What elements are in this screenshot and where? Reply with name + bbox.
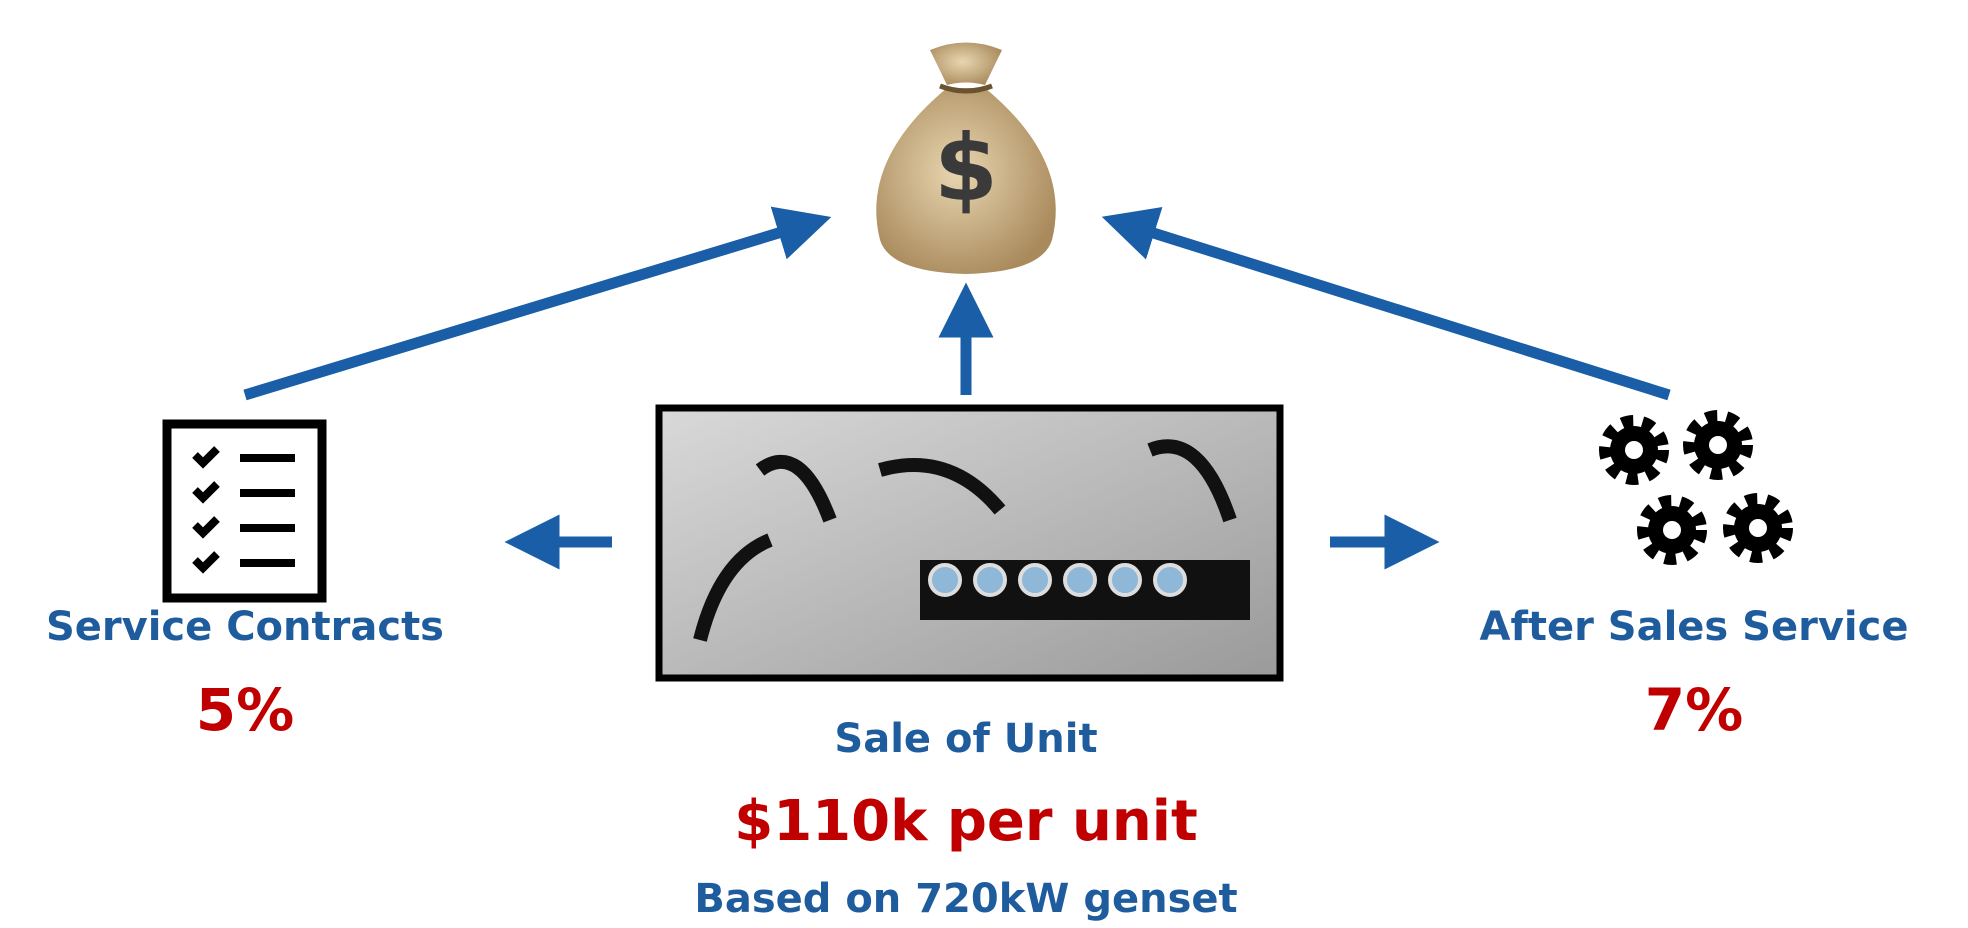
right-label: After Sales Service (1480, 604, 1909, 650)
money-symbol: $ (934, 115, 998, 222)
gears-icon (1606, 417, 1786, 558)
checklist-icon (167, 424, 322, 598)
center-price: $110k per unit (734, 789, 1197, 854)
right-value: 7% (1645, 676, 1743, 744)
unit-photo (659, 408, 1280, 678)
left-value: 5% (196, 676, 294, 744)
center-label: Sale of Unit (834, 716, 1097, 762)
center-note: Based on 720kW genset (694, 876, 1237, 922)
money-bag-icon: $ (876, 43, 1055, 275)
arrow (245, 225, 805, 395)
diagram: $ Service Contracts 5% After Sales Servi… (0, 0, 1968, 928)
arrow (1128, 225, 1669, 395)
left-label: Service Contracts (46, 604, 444, 650)
